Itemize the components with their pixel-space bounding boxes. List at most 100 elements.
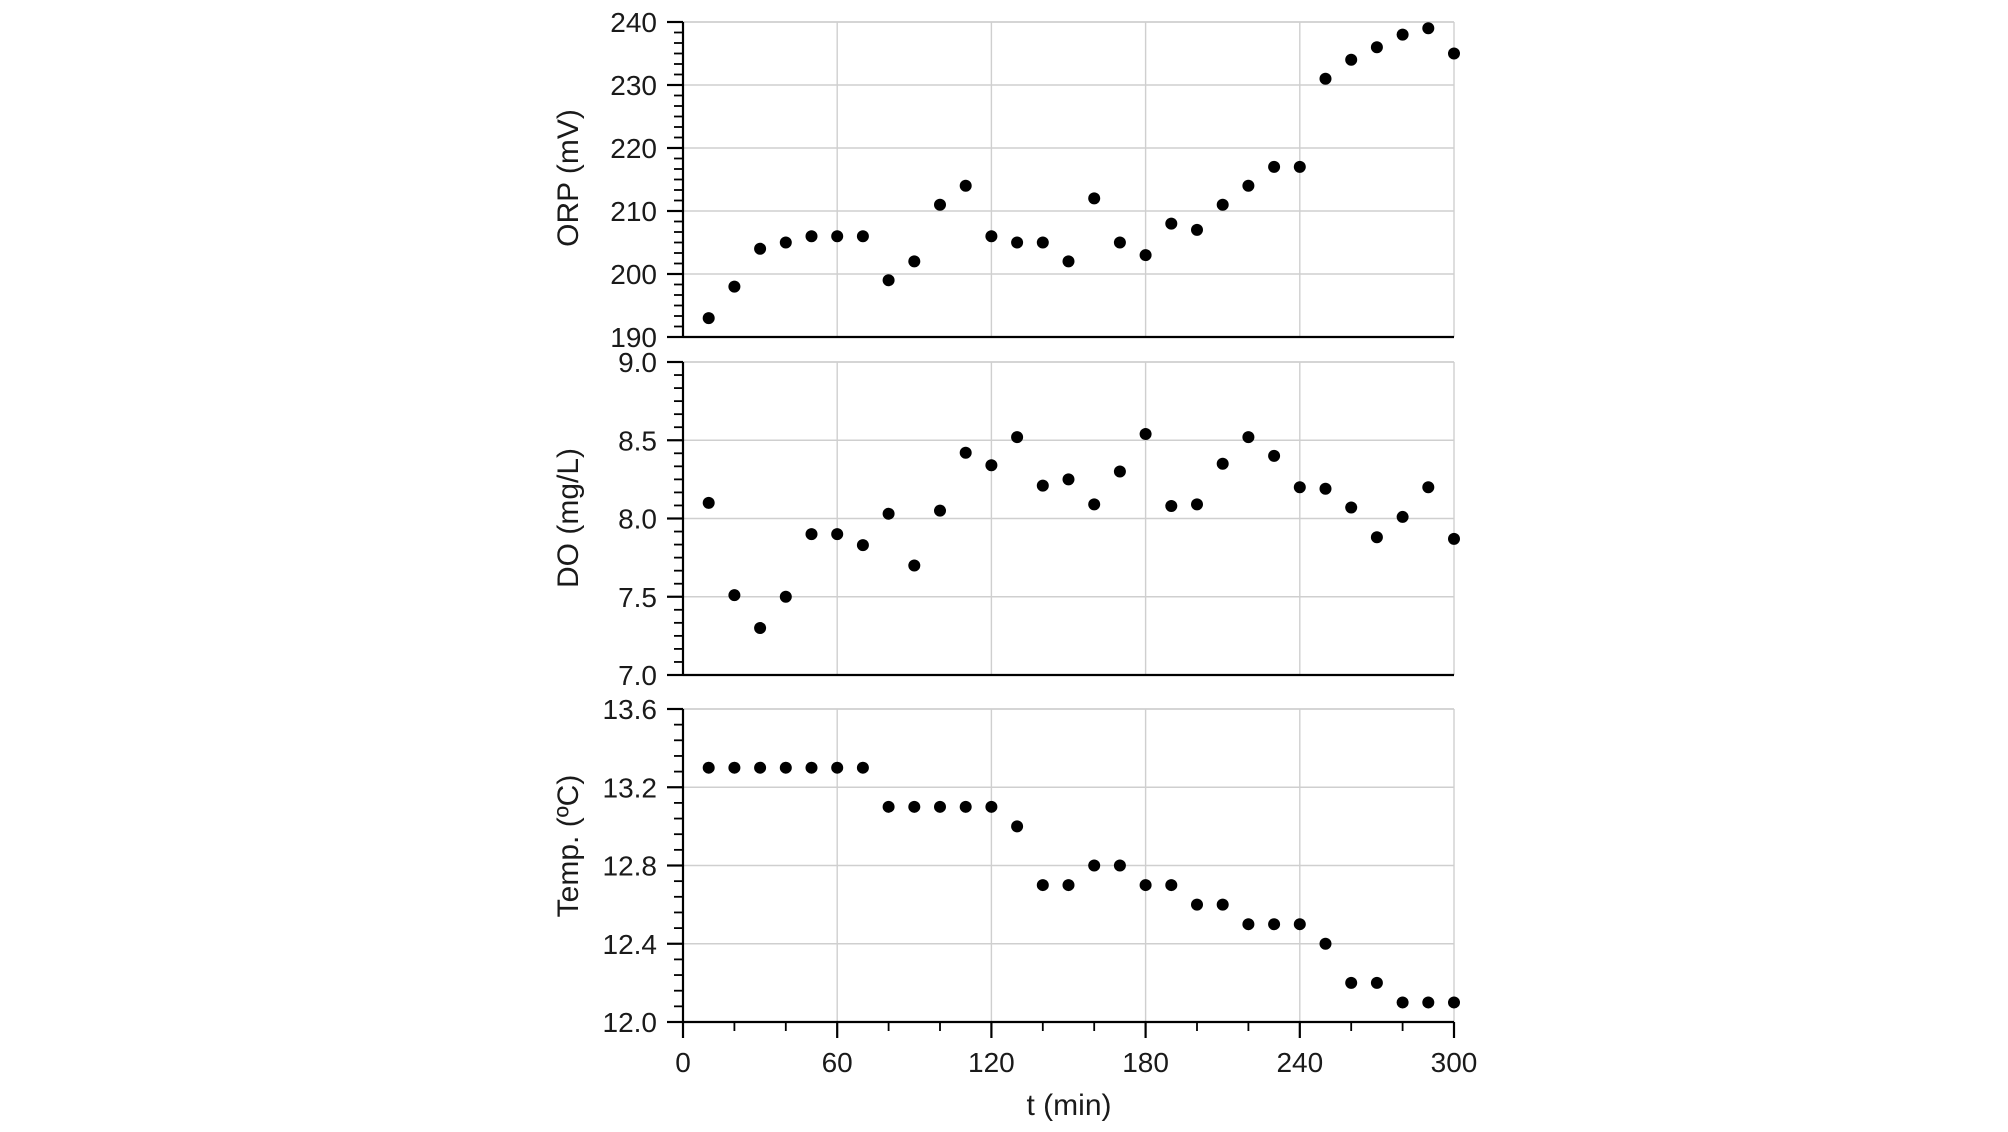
data-point [1422,996,1435,1009]
do-axis-label: DO (mg/L) [552,448,585,588]
y-tick-label: 210 [610,196,657,227]
y-tick-label: 13.2 [603,772,658,803]
data-point [959,800,972,813]
data-point [1268,160,1281,173]
data-point [908,255,921,268]
data-point [1370,976,1383,989]
x-tick-label: 240 [1276,1047,1323,1078]
data-point [754,622,767,635]
data-point [702,761,715,774]
data-point [1113,465,1126,478]
data-point [1088,192,1101,205]
data-point [1396,28,1409,41]
data-point [779,236,792,249]
y-tick-label: 220 [610,133,657,164]
data-point [1011,820,1024,833]
orp-panel: ORP (mV) 190 200 210 220 230 240 [552,7,1460,353]
data-point [1216,457,1229,470]
data-point [934,198,946,211]
data-point [805,230,818,243]
y-tick-label: 200 [610,259,657,290]
data-point [702,312,715,325]
data-point [1268,918,1281,931]
data-point [1448,996,1460,1009]
y-tick-label: 230 [610,70,657,101]
data-point [1422,481,1435,494]
y-tick-label: 8.0 [618,504,657,535]
data-point [1319,72,1332,85]
data-point [1242,918,1255,931]
temperature-panel: Temp. (ºC) 12.0 12.4 12.8 13.2 13.6 0 60 120 180… [552,694,1477,1078]
data-point [728,761,741,774]
y-tick-label: 7.5 [618,582,657,613]
data-point [1319,482,1332,495]
data-point [1345,53,1358,66]
data-point [1165,879,1178,892]
data-point [1113,859,1126,872]
x-tick-label: 180 [1122,1047,1169,1078]
y-tick-label: 8.5 [618,425,657,456]
temperature-axis-label: Temp. (ºC) [552,775,585,918]
data-point [1011,431,1024,444]
data-point [1345,976,1358,989]
orp-axis-label: ORP (mV) [552,109,585,247]
data-point [1242,179,1255,192]
y-tick-label: 12.0 [603,1007,658,1038]
data-point [1216,198,1229,211]
y-tick-label: 13.6 [603,694,658,725]
data-point [1191,498,1203,511]
x-tick-label: 120 [968,1047,1015,1078]
y-tick-label: 12.4 [603,929,658,960]
do-panel: DO (mg/L) 7.0 7.5 8.0 8.5 9.0 [552,347,1460,691]
data-point [805,528,818,541]
data-point [754,242,767,255]
x-axis-label: t (min) [1027,1089,1112,1122]
data-point [1293,481,1306,494]
data-point [1293,160,1306,173]
data-point [1165,499,1178,512]
data-point [1139,249,1152,262]
data-point [856,230,869,243]
data-point [985,800,998,813]
data-point [934,504,946,517]
data-point [856,761,869,774]
y-tick-label: 190 [610,322,657,353]
data-point [908,800,921,813]
data-point [1139,427,1152,440]
data-point [779,761,792,774]
data-point [702,496,715,509]
data-point [1242,431,1255,444]
y-tick-label: 7.0 [618,660,657,691]
data-point [959,179,972,192]
data-point [831,528,844,541]
data-point [934,800,946,813]
data-point [1113,236,1126,249]
data-point [1448,47,1460,60]
data-point [1088,859,1101,872]
data-point [1268,449,1281,462]
y-tick-label: 240 [610,7,657,38]
x-tick-label: 0 [675,1047,691,1078]
data-point [1345,501,1358,514]
data-point [1088,498,1101,511]
data-point [779,590,792,603]
data-point [1422,22,1435,35]
data-point [1036,236,1049,249]
y-tick-label: 9.0 [618,347,657,378]
data-point [1062,255,1075,268]
data-point [1139,879,1152,892]
data-point [1319,937,1332,950]
data-point [1396,996,1409,1009]
data-point [1216,898,1229,911]
data-point [754,761,767,774]
data-point [1293,918,1306,931]
data-point [728,280,741,293]
data-point [985,230,998,243]
data-point [831,761,844,774]
data-point [1396,510,1409,523]
data-point [1370,531,1383,544]
data-point [882,800,895,813]
data-point [882,507,895,520]
x-tick-label: 60 [822,1047,853,1078]
